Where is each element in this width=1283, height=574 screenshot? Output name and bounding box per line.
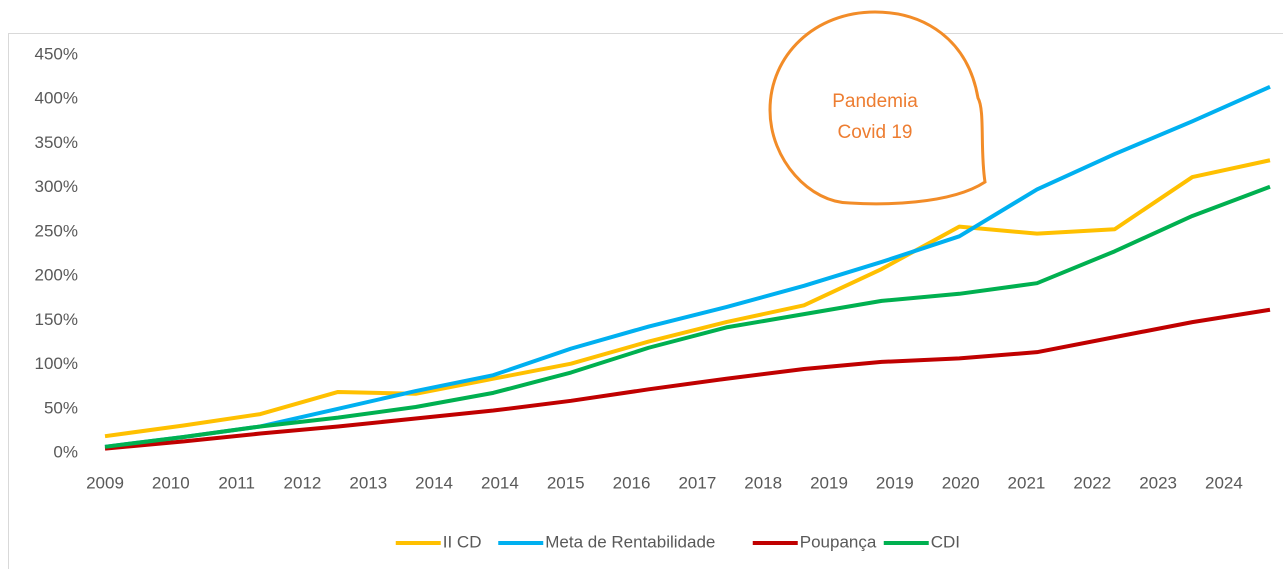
y-tick-label: 300% xyxy=(35,177,78,196)
x-tick-label: 2012 xyxy=(284,473,322,492)
x-tick-label: 2020 xyxy=(942,473,980,492)
y-tick-label: 100% xyxy=(35,354,78,373)
x-tick-label: 2014 xyxy=(415,473,453,492)
y-tick-label: 450% xyxy=(35,44,78,63)
x-tick-label: 2021 xyxy=(1008,473,1046,492)
y-tick-label: 350% xyxy=(35,133,78,152)
legend-label: Poupança xyxy=(800,532,877,551)
y-tick-label: 50% xyxy=(44,398,78,417)
x-tick-label: 2011 xyxy=(218,473,255,492)
x-tick-label: 2013 xyxy=(349,473,387,492)
x-tick-label: 2015 xyxy=(547,473,585,492)
x-tick-label: 2010 xyxy=(152,473,190,492)
legend-label: II CD xyxy=(443,532,482,551)
y-tick-label: 250% xyxy=(35,221,78,240)
series-line xyxy=(105,160,1270,436)
x-tick-label: 2014 xyxy=(481,473,519,492)
legend-label: CDI xyxy=(931,532,960,551)
y-tick-label: 150% xyxy=(35,310,78,329)
legend-label: Meta de Rentabilidade xyxy=(545,532,715,551)
x-tick-label: 2019 xyxy=(876,473,914,492)
annotation: Covid 19 xyxy=(838,122,913,143)
x-tick-label: 2019 xyxy=(810,473,848,492)
y-tick-label: 400% xyxy=(35,89,78,108)
x-tick-label: 2024 xyxy=(1205,473,1243,492)
x-tick-label: 2022 xyxy=(1073,473,1111,492)
x-tick-label: 2009 xyxy=(86,473,124,492)
x-tick-label: 2023 xyxy=(1139,473,1177,492)
x-tick-label: 2016 xyxy=(613,473,651,492)
x-tick-label: 2017 xyxy=(678,473,716,492)
x-tick-label: 2018 xyxy=(744,473,782,492)
series-line xyxy=(105,87,1270,447)
y-tick-label: 0% xyxy=(53,442,78,461)
y-tick-label: 200% xyxy=(35,266,78,285)
annotation: Pandemia xyxy=(832,91,918,112)
